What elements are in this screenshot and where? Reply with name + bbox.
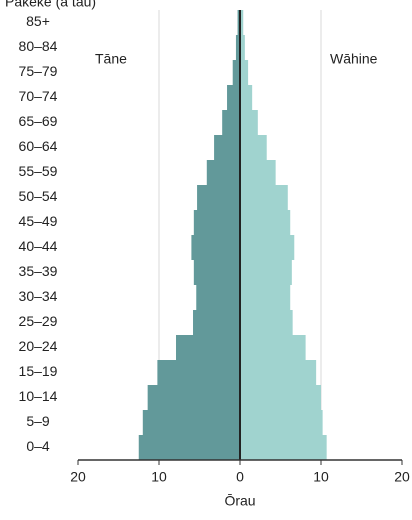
y-tick-label: 65–69 (19, 113, 58, 129)
y-tick-label: 60–64 (19, 138, 58, 154)
bar (232, 60, 240, 85)
legend-label: Tāne (95, 51, 127, 67)
bar (240, 385, 321, 410)
bar (240, 235, 295, 260)
legend-label: Wāhine (330, 51, 378, 67)
x-tick-label: 10 (151, 469, 167, 485)
y-tick-label: 10–14 (19, 388, 58, 404)
y-tick-label: 70–74 (19, 88, 58, 104)
y-tick-label: 5–9 (26, 413, 50, 429)
bar (214, 135, 240, 160)
bar (176, 335, 240, 360)
y-tick-label: 50–54 (19, 188, 58, 204)
bar (197, 185, 240, 210)
bar (142, 410, 240, 435)
bar (193, 310, 240, 335)
y-tick-label: 45–49 (19, 213, 58, 229)
y-tick-label: 85+ (26, 13, 50, 29)
bar (240, 410, 323, 435)
bar (240, 335, 306, 360)
bar (240, 360, 317, 385)
y-tick-label: 75–79 (19, 63, 58, 79)
x-axis-label: Ōrau (224, 493, 255, 509)
bar (235, 35, 240, 60)
chart-title: Pakeke (ā tau) (5, 0, 96, 10)
bar (193, 210, 240, 235)
bar (240, 10, 244, 35)
bar (157, 360, 240, 385)
bar (240, 185, 288, 210)
x-tick-label: 20 (394, 469, 410, 485)
x-tick-label: 0 (236, 469, 244, 485)
bar (227, 85, 240, 110)
bar (240, 160, 276, 185)
bar (240, 110, 258, 135)
bar (240, 60, 249, 85)
bar (222, 110, 240, 135)
bar (240, 85, 253, 110)
y-tick-label: 20–24 (19, 338, 58, 354)
y-tick-label: 55–59 (19, 163, 58, 179)
y-tick-label: 40–44 (19, 238, 58, 254)
bar (138, 435, 240, 460)
bar (240, 135, 267, 160)
bar (193, 260, 240, 285)
bar (240, 210, 291, 235)
bar (237, 10, 240, 35)
x-tick-label: 20 (70, 469, 86, 485)
bar (240, 285, 291, 310)
bar (206, 160, 240, 185)
bar (191, 235, 240, 260)
x-tick-label: 10 (313, 469, 329, 485)
bar (196, 285, 240, 310)
y-tick-label: 80–84 (19, 38, 58, 54)
bar (147, 385, 240, 410)
bar (240, 310, 293, 335)
bar (240, 35, 245, 60)
y-tick-label: 30–34 (19, 288, 58, 304)
y-tick-label: 15–19 (19, 363, 58, 379)
bar (240, 435, 327, 460)
bar (240, 260, 292, 285)
y-tick-label: 25–29 (19, 313, 58, 329)
y-tick-label: 35–39 (19, 263, 58, 279)
y-tick-label: 0–4 (26, 438, 50, 454)
